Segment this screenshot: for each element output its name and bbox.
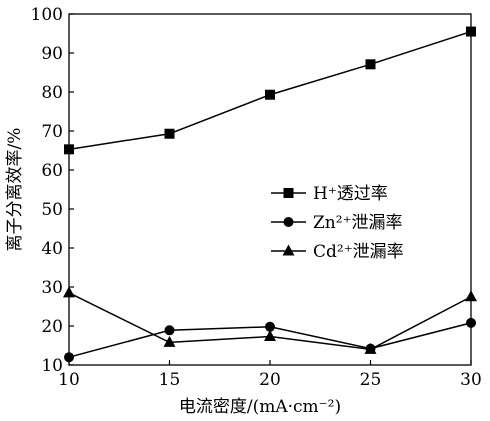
series-triangle [63, 286, 477, 354]
y-tick-label: 30 [41, 278, 63, 298]
y-tick-label: 20 [41, 317, 63, 337]
y-tick-label: 60 [41, 161, 63, 181]
data-point-triangle [465, 290, 477, 302]
series-square [64, 26, 476, 155]
legend: H⁺透过率 Zn²⁺泄漏率 Cd²⁺泄漏率 [271, 184, 404, 262]
x-tick-label: 25 [360, 370, 382, 390]
legend-item-square: H⁺透过率 [271, 184, 388, 204]
y-tick-label: 100 [31, 5, 63, 25]
legend-label: Zn²⁺泄漏率 [313, 213, 403, 233]
y-tick-label: 80 [41, 83, 63, 103]
y-tick-label: 40 [41, 239, 63, 259]
plot-frame [68, 13, 472, 366]
x-tick-label: 10 [58, 370, 80, 390]
y-tick-label: 70 [41, 122, 63, 142]
y-axis-label: 离子分离效率/% [5, 128, 25, 252]
legend-marker-circle [283, 217, 294, 227]
y-tick-label: 90 [41, 44, 63, 64]
data-point-circle [164, 325, 175, 336]
legend-marker-square [283, 188, 294, 198]
legend-label: Cd²⁺泄漏率 [313, 242, 404, 262]
x-axis-label: 电流密度/(mA·cm⁻²) [179, 397, 341, 417]
axes [68, 13, 472, 366]
data-point-square [365, 59, 376, 70]
series-circle [64, 317, 476, 363]
data-point-triangle [364, 342, 377, 354]
series-layer [63, 26, 477, 363]
data-point-square [64, 144, 74, 155]
x-tick-label: 30 [460, 370, 482, 390]
legend-marker-triangle [282, 244, 295, 256]
legend-label: H⁺透过率 [313, 184, 388, 204]
data-point-square [265, 89, 275, 100]
data-point-circle [466, 317, 476, 328]
ticks: 10 20 30 40 50 60 70 80 90 100 10 15 20 25 30 [31, 5, 482, 390]
data-point-triangle [63, 286, 75, 298]
data-point-circle [64, 352, 74, 363]
x-tick-label: 20 [259, 370, 281, 390]
y-tick-label: 10 [41, 356, 63, 376]
legend-item-circle: Zn²⁺泄漏率 [271, 213, 403, 233]
x-tick-label: 15 [159, 370, 181, 390]
y-tick-label: 50 [41, 200, 63, 220]
data-point-circle [265, 321, 275, 332]
legend-item-triangle: Cd²⁺泄漏率 [271, 242, 404, 262]
data-point-square [164, 128, 175, 139]
data-point-triangle [264, 330, 276, 342]
data-point-square [466, 26, 476, 37]
data-point-triangle [163, 335, 176, 347]
